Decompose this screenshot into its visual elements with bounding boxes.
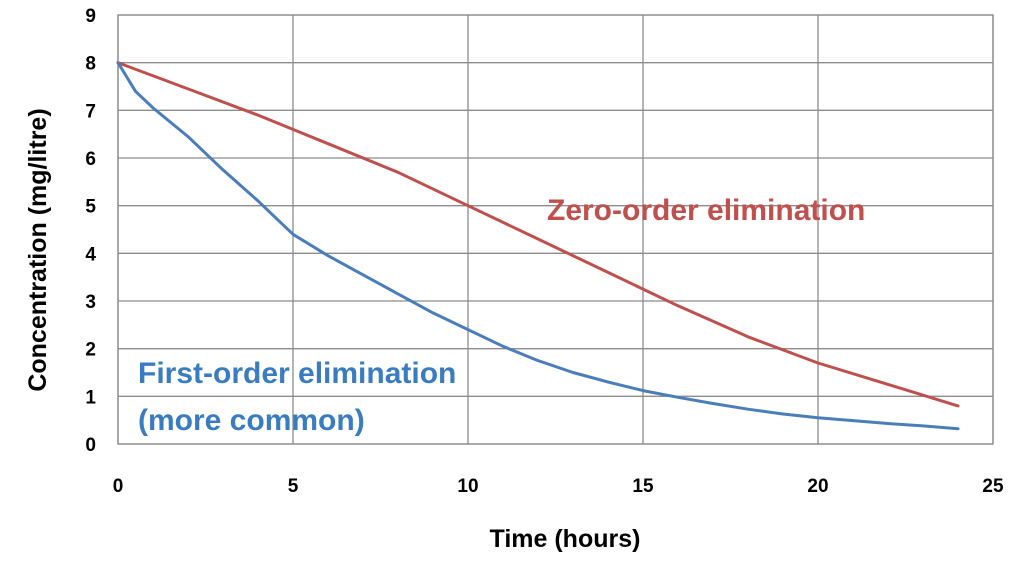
- y-tick-label: 8: [85, 54, 96, 75]
- x-tick-label: 25: [982, 476, 1004, 497]
- x-tick-label: 20: [807, 476, 828, 497]
- plot-frame: [117, 14, 994, 445]
- y-tick-label: 3: [85, 292, 96, 313]
- first-order-label-note: (more common): [138, 404, 365, 437]
- y-tick-label: 9: [85, 6, 96, 27]
- y-axis-title: Concentration (mg/litre): [24, 108, 52, 391]
- y-tick-label: 0: [85, 435, 96, 456]
- x-tick-label: 10: [457, 476, 478, 497]
- y-tick-label: 4: [85, 244, 96, 265]
- x-axis-title: Time (hours): [490, 525, 641, 553]
- y-tick-labels: 0 1 2 3 4 5 6 7 8 9: [85, 6, 96, 456]
- y-tick-label: 7: [85, 101, 96, 122]
- first-order-label: First-order elimination: [138, 357, 456, 390]
- x-tick-label: 5: [288, 476, 299, 497]
- first-order-line: [116, 61, 960, 431]
- zero-order-label: Zero-order elimination: [547, 194, 865, 227]
- y-tick-label: 6: [85, 149, 96, 170]
- x-tick-labels: 0 5 10 15 20 25: [113, 476, 1004, 497]
- y-tick-label: 1: [85, 387, 96, 408]
- zero-order-line: [116, 61, 960, 408]
- y-tick-label: 2: [85, 340, 96, 361]
- x-tick-label: 15: [632, 476, 654, 497]
- x-tick-label: 0: [113, 476, 124, 497]
- series-group: [116, 61, 960, 431]
- y-tick-label: 5: [85, 197, 96, 218]
